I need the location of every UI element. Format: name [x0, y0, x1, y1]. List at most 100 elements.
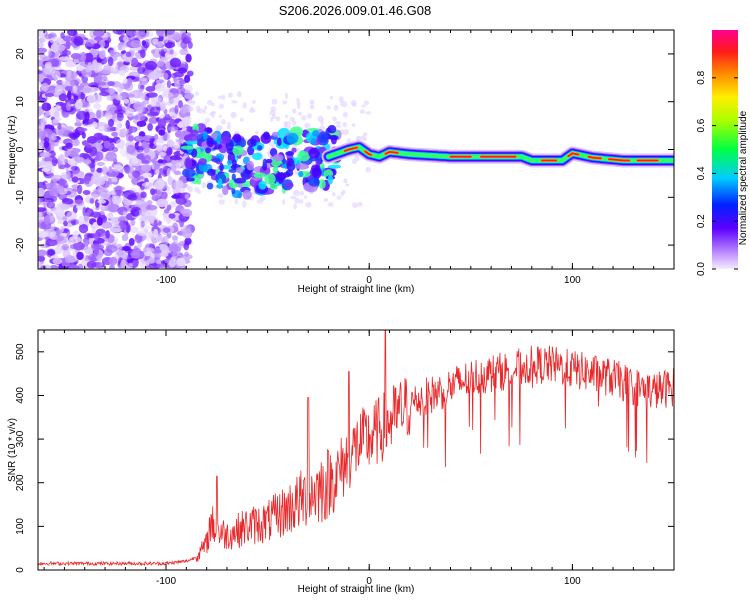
x-tick-label: 0 [366, 576, 372, 587]
noise-speckle [155, 259, 163, 265]
noise-speckle [154, 83, 165, 92]
noise-speckle [47, 249, 56, 256]
signal-blotch [272, 164, 279, 174]
noise-speckle [334, 121, 342, 125]
noise-speckle [125, 30, 137, 38]
signal-blotch [184, 157, 193, 169]
noise-speckle [155, 79, 161, 84]
noise-speckle [97, 81, 107, 86]
noise-speckle [136, 230, 147, 236]
signal-blotch [318, 131, 329, 143]
signal-blotch [328, 135, 339, 141]
noise-speckle [118, 70, 126, 77]
noise-speckle [49, 240, 58, 246]
noise-speckle [162, 248, 170, 253]
noise-speckle [120, 222, 127, 231]
y-tick-label: 300 [15, 430, 26, 447]
noise-speckle [185, 116, 191, 122]
noise-speckle [65, 40, 71, 50]
noise-speckle [184, 74, 191, 83]
noise-speckle [85, 65, 92, 73]
noise-speckle [290, 195, 297, 200]
signal-blotch [298, 170, 304, 178]
noise-speckle [86, 260, 97, 269]
noise-speckle [106, 126, 115, 132]
noise-speckle [128, 135, 135, 142]
noise-speckle [117, 42, 123, 51]
noise-speckle [136, 120, 147, 127]
colorbar-ticks: 0.0 0.2 0.4 0.6 0.8 [696, 70, 738, 276]
noise-speckle [100, 69, 112, 75]
noise-speckle [127, 77, 133, 87]
noise-speckle [38, 91, 41, 97]
noise-speckle [181, 31, 192, 38]
noise-speckle [131, 57, 139, 67]
spectrogram-noise [38, 30, 372, 269]
noise-speckle [40, 122, 45, 131]
noise-speckle [72, 170, 85, 178]
noise-speckle [230, 111, 237, 119]
noise-speckle [43, 66, 56, 75]
noise-speckle [168, 213, 176, 219]
noise-speckle [38, 255, 46, 262]
noise-speckle [97, 125, 106, 132]
snr-x-axis: -100 0 100 [43, 330, 675, 587]
noise-speckle [365, 111, 372, 115]
noise-speckle [107, 203, 120, 213]
signal-blotch [218, 136, 231, 144]
noise-speckle [152, 48, 161, 59]
spectrogram-signal-band [180, 123, 674, 200]
noise-speckle [78, 223, 89, 234]
noise-speckle [139, 92, 146, 101]
noise-speckle [292, 189, 300, 197]
noise-speckle [133, 102, 145, 111]
signal-blotch [182, 167, 196, 178]
noise-speckle [86, 94, 96, 104]
noise-speckle [284, 114, 289, 119]
noise-speckle [293, 203, 297, 210]
y-tick-label: 0 [15, 567, 26, 573]
noise-speckle [331, 116, 338, 122]
noise-speckle [73, 30, 78, 37]
noise-speckle [65, 142, 73, 149]
noise-speckle [204, 117, 211, 123]
signal-blotch [231, 187, 236, 195]
noise-speckle [125, 51, 132, 58]
noise-speckle [143, 145, 150, 154]
noise-speckle [202, 108, 207, 115]
noise-speckle [168, 126, 179, 132]
noise-speckle [193, 187, 200, 193]
noise-speckle [239, 117, 244, 122]
noise-speckle [70, 52, 82, 60]
noise-speckle [343, 128, 349, 136]
noise-speckle [146, 257, 156, 264]
noise-speckle [83, 175, 91, 185]
noise-speckle [136, 200, 143, 206]
noise-speckle [342, 111, 348, 118]
noise-speckle [166, 204, 172, 211]
noise-speckle [145, 181, 150, 187]
noise-speckle [283, 121, 288, 127]
noise-speckle [305, 201, 312, 208]
noise-speckle [164, 113, 171, 119]
noise-speckle [338, 96, 344, 103]
noise-speckle [41, 82, 49, 92]
noise-speckle [105, 214, 114, 219]
signal-blotch [232, 159, 237, 170]
noise-speckle [69, 153, 79, 158]
noise-speckle [38, 128, 47, 138]
noise-speckle [109, 49, 117, 57]
noise-speckle [292, 108, 297, 114]
noise-speckle [159, 151, 167, 157]
signal-blotch [311, 164, 321, 173]
noise-speckle [112, 94, 118, 100]
noise-speckle [93, 36, 104, 41]
colorbar-label: Normalized spectral amplitude [738, 110, 749, 245]
noise-speckle [69, 236, 82, 244]
noise-speckle [154, 133, 159, 140]
signal-blotch [310, 137, 317, 145]
noise-speckle [309, 104, 315, 110]
noise-speckle [97, 185, 105, 193]
signal-band-peak [364, 150, 373, 156]
noise-speckle [39, 152, 52, 158]
